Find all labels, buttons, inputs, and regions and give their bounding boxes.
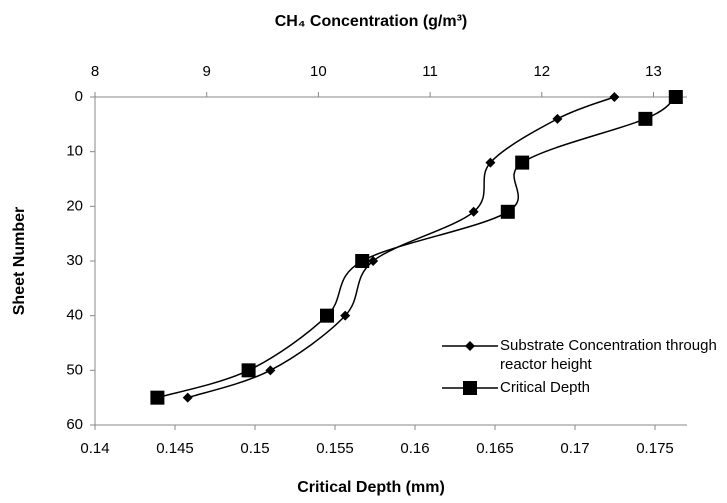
bottom-tick-label: 0.175 xyxy=(636,440,674,457)
y-tick-label: 20 xyxy=(66,197,83,214)
bottom-tick-label: 0.14 xyxy=(80,440,109,457)
marker-square xyxy=(500,204,515,219)
legend-entry: Critical Depth xyxy=(442,378,727,397)
top-tick-label: 12 xyxy=(533,63,550,80)
marker-diamond xyxy=(465,341,475,351)
marker-diamond xyxy=(485,157,496,168)
y-tick-label: 30 xyxy=(66,252,83,269)
y-tick-label: 10 xyxy=(66,143,83,160)
bottom-tick-label: 0.145 xyxy=(156,440,194,457)
legend: Substrate Concentration through reactor … xyxy=(442,336,727,401)
bottom-tick-label: 0.165 xyxy=(476,440,514,457)
y-tick-label: 50 xyxy=(66,361,83,378)
marker-square xyxy=(150,390,165,405)
legend-icon xyxy=(442,341,498,351)
marker-diamond xyxy=(468,206,479,217)
marker-square xyxy=(463,381,477,395)
marker-diamond xyxy=(340,310,351,321)
marker-square xyxy=(320,308,334,323)
marker-diamond xyxy=(265,365,276,376)
x-axis-title: Critical Depth (mm) xyxy=(297,479,445,496)
legend-icon xyxy=(442,381,498,395)
series-line xyxy=(157,96,677,399)
legend-label: Critical Depth xyxy=(500,379,591,396)
top-tick-label: 9 xyxy=(203,63,211,80)
marker-square xyxy=(668,90,683,104)
marker-diamond xyxy=(552,113,563,124)
bottom-tick-label: 0.17 xyxy=(560,440,589,457)
marker-square xyxy=(355,254,370,268)
bottom-tick-label: 0.15 xyxy=(240,440,269,457)
y-axis-title: Sheet Number xyxy=(11,207,28,315)
marker-diamond xyxy=(609,92,620,102)
marker-diamond xyxy=(182,392,193,403)
top-tick-label: 11 xyxy=(422,63,438,80)
top-axis-title: CH₄ Concentration (g/m³) xyxy=(275,13,468,30)
y-tick-label: 40 xyxy=(66,307,83,324)
y-tick-label: 0 xyxy=(75,88,83,105)
marker-square xyxy=(638,111,653,126)
y-tick-label: 60 xyxy=(66,416,83,433)
top-tick-label: 8 xyxy=(91,63,99,80)
bottom-tick-label: 0.155 xyxy=(316,440,354,457)
marker-square xyxy=(241,363,256,378)
top-tick-label: 10 xyxy=(310,63,327,80)
top-tick-label: 13 xyxy=(645,63,662,80)
legend-entry: Substrate Concentration through reactor … xyxy=(442,336,727,374)
legend-label: Substrate Concentration through reactor … xyxy=(500,337,717,373)
bottom-tick-label: 0.16 xyxy=(400,440,429,457)
marker-square xyxy=(515,155,530,170)
marker-diamond xyxy=(368,256,379,266)
